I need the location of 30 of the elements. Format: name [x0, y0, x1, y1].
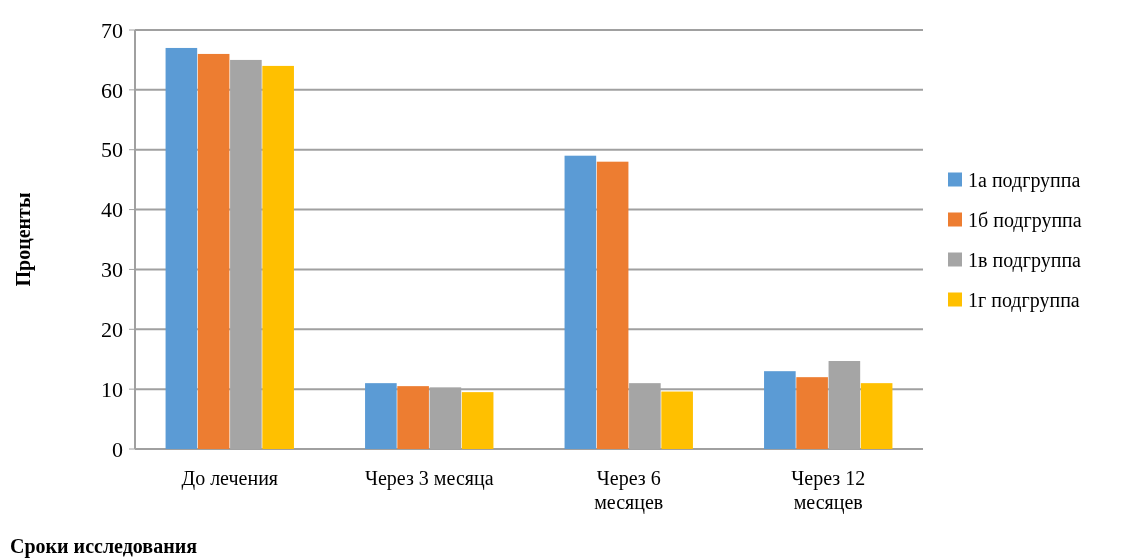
legend-label: 1г подгруппа — [968, 288, 1080, 312]
y-tick-label: 60 — [101, 77, 123, 103]
x-tick-label: До лечения — [181, 467, 279, 490]
y-tick-label: 10 — [101, 376, 123, 402]
y-tick-label: 30 — [101, 257, 123, 283]
y-tick-label: 50 — [101, 137, 123, 163]
bar — [764, 371, 796, 449]
bar — [365, 383, 397, 449]
bar — [461, 392, 494, 449]
legend-label: 1в подгруппа — [968, 248, 1082, 272]
legend-label: 1б подгруппа — [968, 208, 1082, 232]
bar — [796, 377, 828, 449]
y-tick-label: 70 — [101, 17, 123, 43]
y-tick-label: 0 — [112, 436, 123, 462]
bar — [197, 53, 230, 449]
x-tick-label: Через 12 месяцев — [791, 467, 866, 514]
x-axis-title: Сроки исследования — [10, 535, 198, 558]
y-tick-label: 20 — [101, 316, 123, 342]
x-tick-label: Через 3 месяца — [364, 467, 494, 490]
y-axis-title: Проценты — [12, 192, 35, 287]
bar — [596, 161, 629, 449]
bar — [860, 383, 893, 449]
bar — [262, 65, 294, 449]
bar — [661, 391, 693, 449]
legend-label: 1а подгруппа — [968, 168, 1081, 192]
bar — [564, 155, 597, 449]
x-tick-label: Через 6 месяцев — [594, 467, 664, 514]
bar — [397, 386, 429, 449]
y-tick-label: 40 — [101, 197, 123, 223]
bar — [165, 47, 198, 449]
